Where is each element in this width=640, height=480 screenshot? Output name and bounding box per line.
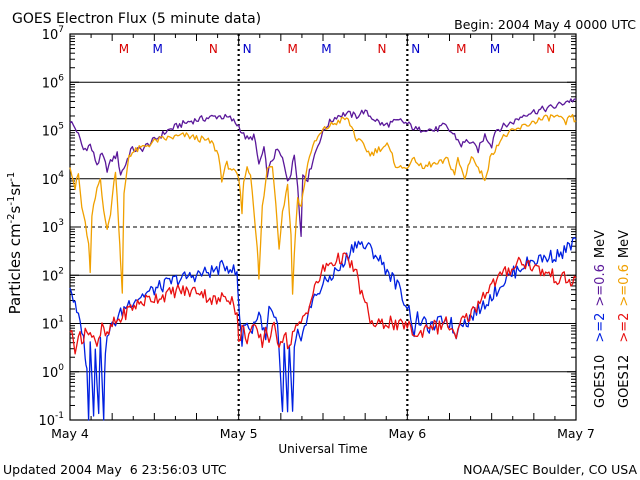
y-tick-base: 10 xyxy=(42,269,59,284)
legend-goes12-hi: >=0.6 xyxy=(617,264,632,306)
y-tick-exponent: 0 xyxy=(58,363,64,373)
y-tick-base: 10 xyxy=(42,173,59,188)
y-tick-label: 103 xyxy=(42,218,64,236)
begin-label: Begin: 2004 May 4 0000 UTC xyxy=(454,17,636,32)
updated-timestamp: Updated 2004 May 6 23:56:03 UTC xyxy=(3,462,227,477)
legend-goes10-hi: >=0.6 xyxy=(593,264,608,306)
y-tick-exponent: 2 xyxy=(58,266,64,276)
y-tick-label: 104 xyxy=(42,170,65,188)
series-layer xyxy=(69,98,577,421)
y-tick-exponent: -1 xyxy=(55,411,64,421)
x-tick-label: May 5 xyxy=(220,426,258,441)
legend-goes12-lo: >=2 xyxy=(617,313,632,343)
mlt-marker: M xyxy=(321,42,331,56)
y-tick-base: 10 xyxy=(38,414,55,429)
y-tick-base: 10 xyxy=(42,366,59,381)
series-line-goes10-gt2mev xyxy=(69,236,577,421)
y-axis-label-exp2: -1 xyxy=(6,196,17,206)
legend-goes10: GOES10 >=2 >=0.6 MeV xyxy=(593,230,608,408)
y-tick-base: 10 xyxy=(42,125,59,140)
mlt-marker: N xyxy=(546,42,555,56)
y-tick-label: 105 xyxy=(42,122,64,140)
mlt-marker: N xyxy=(209,42,218,56)
source-credit: NOAA/SEC Boulder, CO USA xyxy=(463,462,637,477)
mlt-marker: M xyxy=(490,42,500,56)
x-axis-label: Universal Time xyxy=(278,442,367,456)
y-tick-exponent: 5 xyxy=(58,122,64,132)
legend-goes12-unit: MeV xyxy=(617,230,632,258)
svg-text:GOES12>=2>=0.6MeV: GOES12 >=2 >=0.6 MeV xyxy=(617,230,632,408)
y-axis-label-s: s xyxy=(6,205,24,213)
x-tick-label: May 6 xyxy=(388,426,426,441)
legend-goes10-lo: >=2 xyxy=(593,313,608,343)
mlt-marker: N xyxy=(243,42,252,56)
y-axis-label-exp1: -2 xyxy=(6,213,17,223)
y-axis-label: Particles cm-2s-1sr-1 xyxy=(6,172,24,315)
y-tick-base: 10 xyxy=(42,221,59,236)
mlt-marker: M xyxy=(456,42,466,56)
legend-goes12-label: GOES12 xyxy=(617,355,632,408)
y-tick-base: 10 xyxy=(42,318,59,333)
y-tick-label: 101 xyxy=(42,315,64,333)
chart-title: GOES Electron Flux (5 minute data) xyxy=(12,11,261,27)
svg-text:GOES10>=2>=0.6MeV: GOES10 >=2 >=0.6 MeV xyxy=(593,230,608,408)
x-tick-layer: May 4 May 5 May 6 May 7 xyxy=(51,34,595,441)
y-tick-exponent: 1 xyxy=(58,315,64,325)
y-axis-label-exp3: -1 xyxy=(6,172,17,182)
mlt-marker: N xyxy=(411,42,420,56)
y-tick-label: 10-1 xyxy=(38,411,64,429)
y-tick-base: 10 xyxy=(42,28,59,43)
y-tick-exponent: 7 xyxy=(58,25,64,35)
x-tick-label: May 7 xyxy=(557,426,595,441)
y-tick-base: 10 xyxy=(42,76,59,91)
series-line-goes12-gt06mev xyxy=(69,113,577,295)
legend-goes10-label: GOES10 xyxy=(593,355,608,408)
grid-layer xyxy=(70,34,576,420)
legend-goes10-unit: MeV xyxy=(593,230,608,258)
y-tick-exponent: 4 xyxy=(58,170,64,180)
y-axis-label-sr: sr xyxy=(6,181,24,196)
series-line-goes10-gt06mev xyxy=(69,98,576,237)
x-tick-label: May 4 xyxy=(51,426,89,441)
mlt-marker: N xyxy=(378,42,387,56)
legend-goes12: GOES12 >=2 >=0.6 MeV xyxy=(617,230,632,408)
y-tick-label: 100 xyxy=(42,363,65,381)
mlt-marker: M xyxy=(287,42,297,56)
mlt-marker: M xyxy=(119,42,129,56)
y-axis-label-main: Particles cm xyxy=(6,223,24,314)
mlt-marker: M xyxy=(153,42,163,56)
y-tick-label: 106 xyxy=(42,73,65,91)
y-tick-exponent: 6 xyxy=(58,73,64,83)
y-tick-label: 107 xyxy=(42,25,64,43)
y-tick-exponent: 3 xyxy=(58,218,64,228)
y-tick-label: 102 xyxy=(42,266,64,284)
series-line-goes12-gt2mev xyxy=(69,252,577,355)
